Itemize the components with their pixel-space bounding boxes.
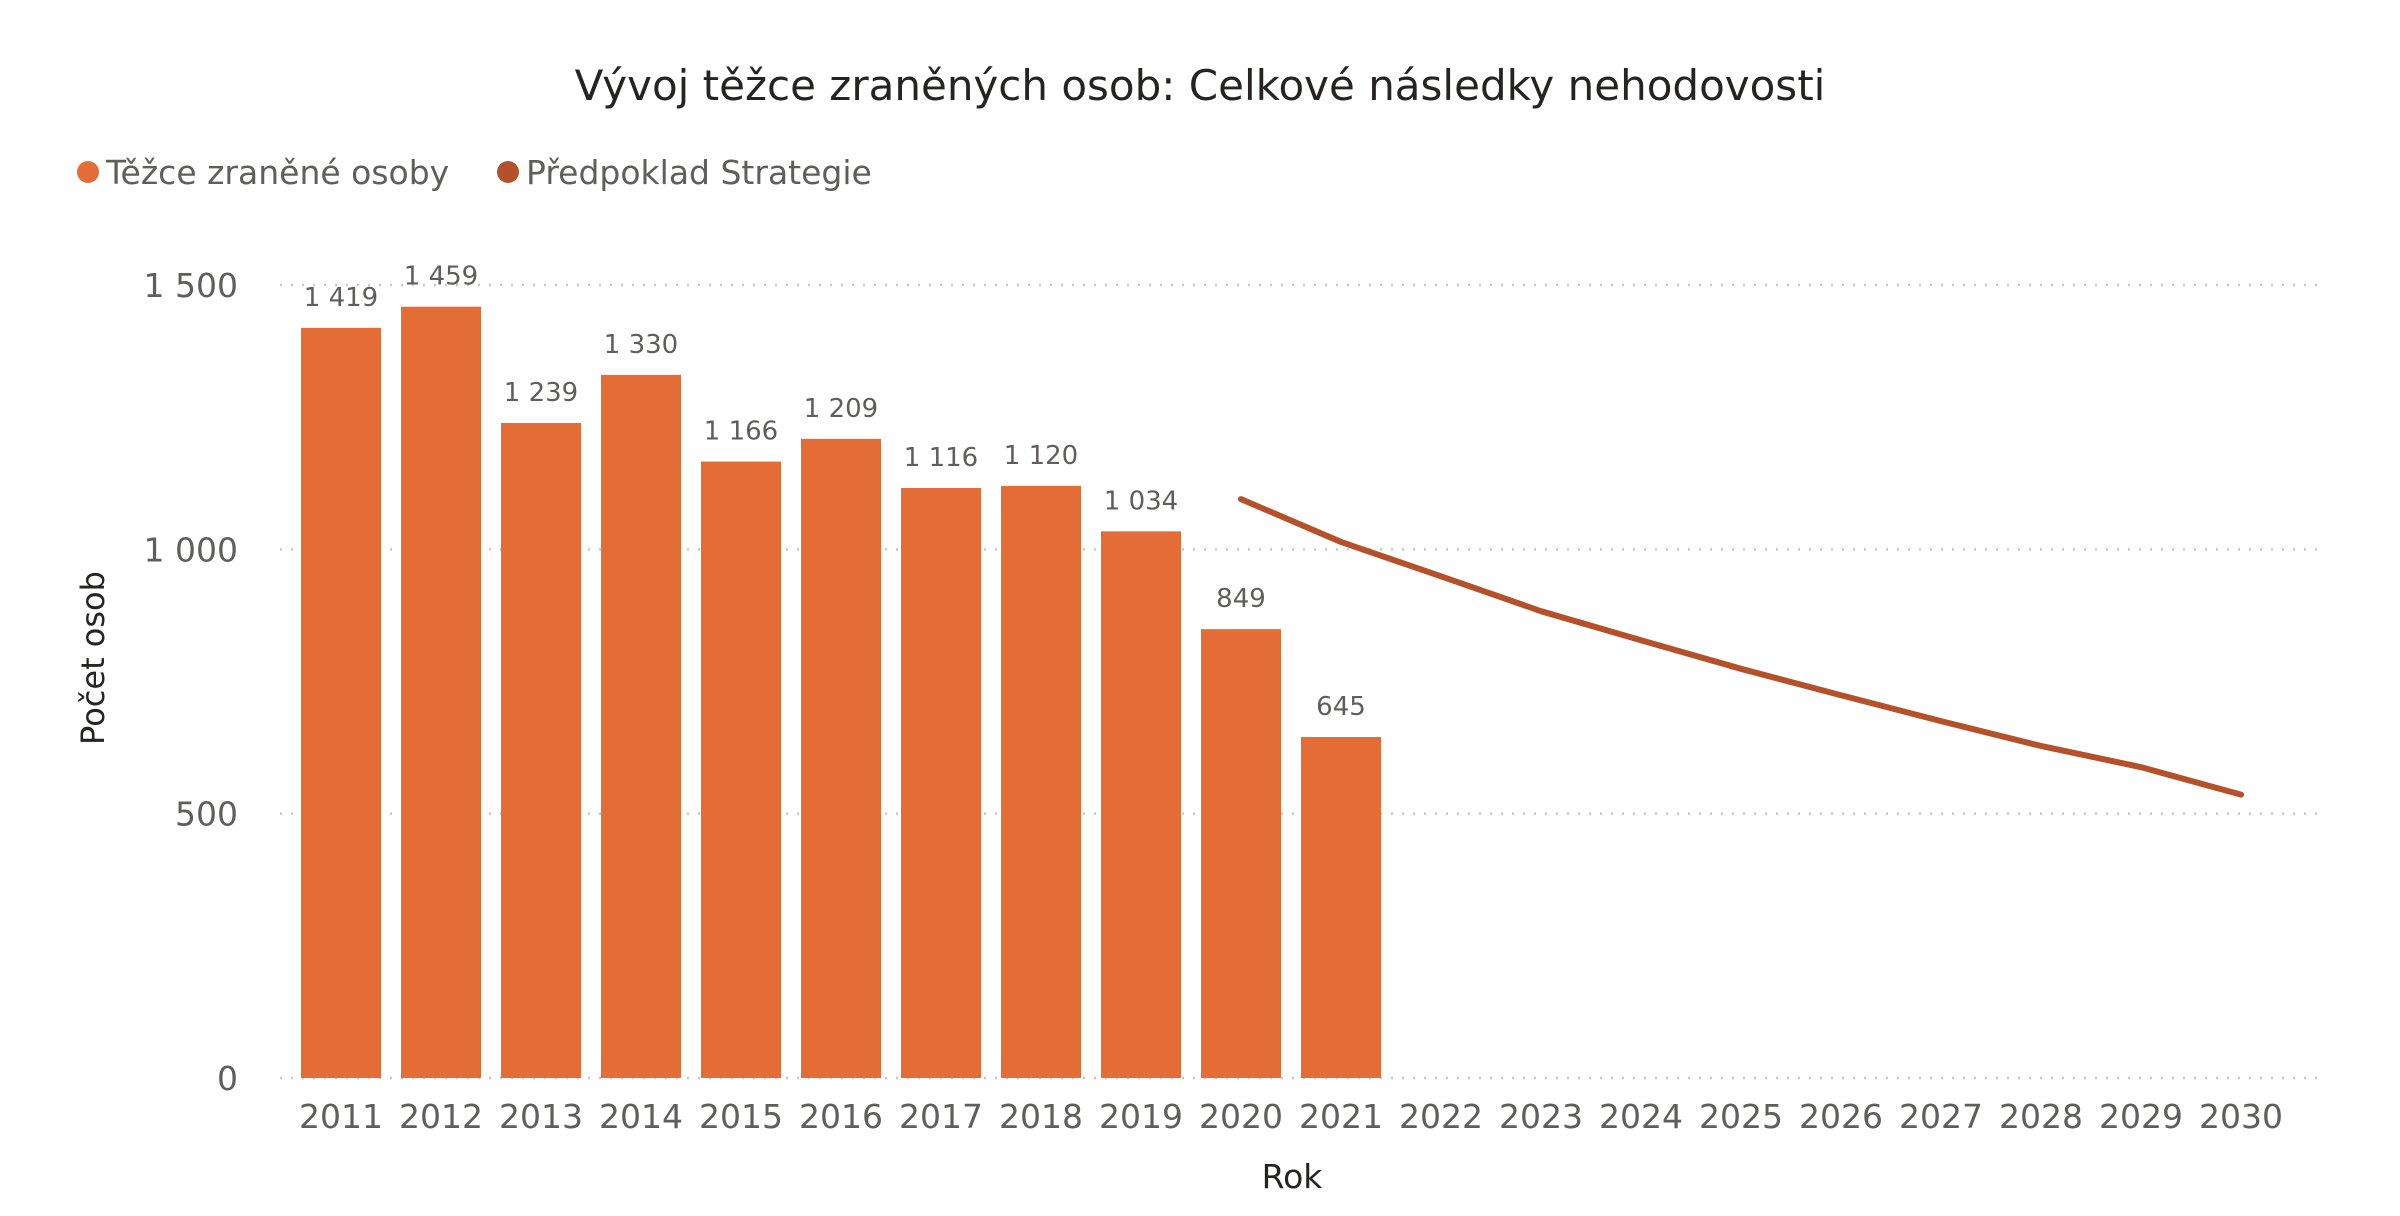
y-tick-label: 0 xyxy=(217,1059,238,1098)
y-axis-title: Počet osob xyxy=(74,571,112,745)
x-tick-label: 2023 xyxy=(1499,1097,1583,1136)
x-tick-label: 2011 xyxy=(299,1097,383,1136)
bar xyxy=(901,488,981,1078)
data-label: 1 330 xyxy=(604,330,678,360)
x-tick-label: 2020 xyxy=(1199,1097,1283,1136)
x-tick-label: 2027 xyxy=(1899,1097,1983,1136)
x-tick-label: 2030 xyxy=(2199,1097,2283,1136)
bar xyxy=(701,461,781,1078)
x-tick-label: 2019 xyxy=(1099,1097,1183,1136)
chart-title: Vývoj těžce zraněných osob: Celkové násl… xyxy=(575,61,1826,110)
x-tick-label: 2016 xyxy=(799,1097,883,1136)
data-label: 1 459 xyxy=(404,262,478,292)
x-axis: 2011 2012 2013 2014 2015 2016 2017 2018 2019 2020… xyxy=(299,1097,2283,1136)
x-tick-label: 2029 xyxy=(2099,1097,2183,1136)
data-label: 849 xyxy=(1216,584,1266,614)
legend-label-bars: Těžce zraněné osoby xyxy=(105,153,449,192)
y-tick-label: 1 000 xyxy=(144,530,238,569)
legend-item-bars[interactable]: Těžce zraněné osoby xyxy=(77,153,449,192)
data-label: 1 120 xyxy=(1004,441,1078,471)
bar xyxy=(1101,531,1181,1078)
x-tick-label: 2026 xyxy=(1799,1097,1883,1136)
x-axis-title: Rok xyxy=(1262,1157,1324,1196)
x-tick-label: 2013 xyxy=(499,1097,583,1136)
x-tick-label: 2012 xyxy=(399,1097,483,1136)
data-label: 1 209 xyxy=(804,394,878,424)
bar xyxy=(1301,737,1381,1078)
x-tick-label: 2025 xyxy=(1699,1097,1783,1136)
bar xyxy=(301,327,381,1078)
y-tick-label: 500 xyxy=(175,795,238,834)
data-label: 1 116 xyxy=(904,443,978,473)
x-tick-label: 2017 xyxy=(899,1097,983,1136)
legend-marker-line xyxy=(497,161,519,183)
bar xyxy=(1201,629,1281,1078)
legend-label-line: Předpoklad Strategie xyxy=(526,153,872,192)
y-tick-label: 1 500 xyxy=(144,266,238,305)
x-tick-label: 2021 xyxy=(1299,1097,1383,1136)
data-label: 1 034 xyxy=(1104,486,1178,516)
data-label: 1 166 xyxy=(704,417,778,447)
x-tick-label: 2014 xyxy=(599,1097,683,1136)
data-label: 1 419 xyxy=(304,283,378,313)
x-tick-label: 2022 xyxy=(1399,1097,1483,1136)
data-labels: 1 419 1 459 1 239 1 330 1 166 1 209 1 116 1 120… xyxy=(304,262,1366,722)
bar xyxy=(1001,485,1081,1079)
legend: Těžce zraněné osoby Předpoklad Strategie xyxy=(77,153,872,192)
legend-marker-bars xyxy=(77,161,99,183)
bar xyxy=(501,422,581,1078)
bar-series xyxy=(301,306,1381,1079)
bar xyxy=(801,438,881,1078)
bar xyxy=(401,306,481,1079)
line-path xyxy=(1238,496,2244,798)
x-tick-label: 2018 xyxy=(999,1097,1083,1136)
x-tick-label: 2028 xyxy=(1999,1097,2083,1136)
gridlines xyxy=(280,283,2320,1080)
legend-item-line[interactable]: Předpoklad Strategie xyxy=(497,153,872,192)
x-tick-label: 2024 xyxy=(1599,1097,1683,1136)
x-tick-label: 2015 xyxy=(699,1097,783,1136)
y-axis: 0 500 1 000 1 500 xyxy=(144,266,238,1098)
data-label: 1 239 xyxy=(504,378,578,408)
data-label: 645 xyxy=(1316,692,1366,722)
line-series xyxy=(1238,496,2244,798)
bar xyxy=(601,374,681,1079)
